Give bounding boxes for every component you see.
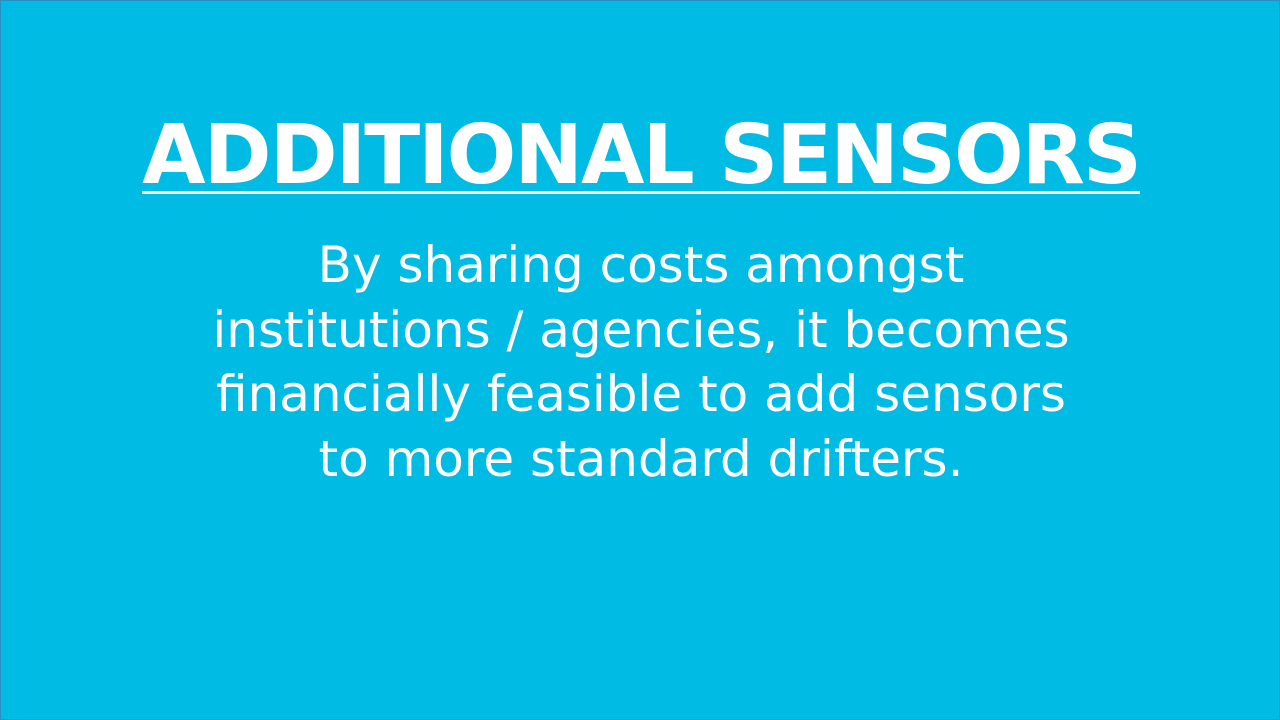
slide-title: ADDITIONAL SENSORS	[142, 108, 1142, 203]
body-line: to more standard drifters.	[318, 429, 964, 488]
body-line: financially feasible to add sensors	[216, 365, 1066, 423]
body-line: institutions / agencies, it becomes	[212, 300, 1070, 359]
body-line: By sharing costs amongst	[317, 236, 965, 294]
slide-body: By sharing costs amongst institutions / …	[61, 233, 1221, 491]
